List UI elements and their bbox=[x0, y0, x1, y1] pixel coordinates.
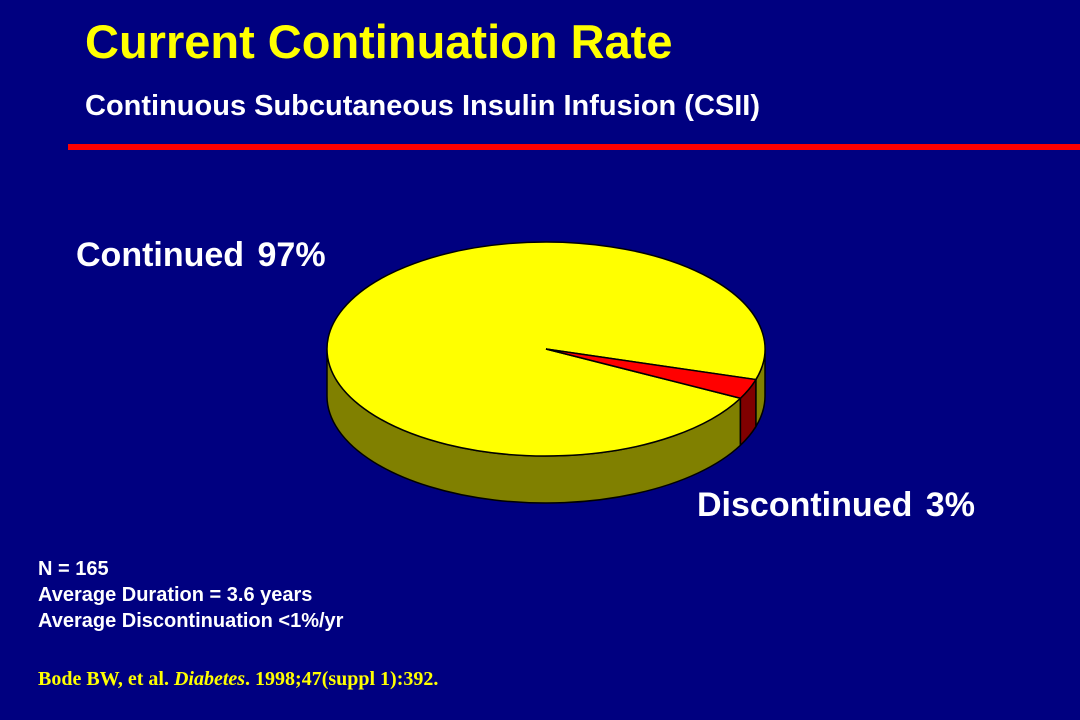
title-divider bbox=[68, 144, 1080, 150]
slice-label-continued: Continued 97% bbox=[76, 236, 326, 274]
note-average-duration: Average Duration = 3.6 years bbox=[38, 584, 313, 606]
citation-authors: Bode BW, et al. bbox=[38, 668, 174, 690]
citation-details: . 1998;47(suppl 1):392. bbox=[245, 668, 439, 690]
study-notes: N = 165 Average Duration = 3.6 years Ave… bbox=[38, 556, 343, 634]
pie-slice-discontinued bbox=[545, 348, 758, 400]
note-discontinuation-rate: Average Discontinuation <1%/yr bbox=[38, 610, 344, 632]
slide-subtitle: Continuous Subcutaneous Insulin Infusion… bbox=[85, 90, 761, 122]
slide-title: Current Continuation Rate bbox=[85, 15, 673, 68]
citation: Bode BW, et al. Diabetes. 1998;47(suppl … bbox=[38, 668, 438, 691]
citation-journal: Diabetes bbox=[173, 668, 246, 690]
slice-label-discontinued: Discontinued 3% bbox=[697, 486, 975, 524]
note-sample-size: N = 165 bbox=[38, 558, 109, 580]
